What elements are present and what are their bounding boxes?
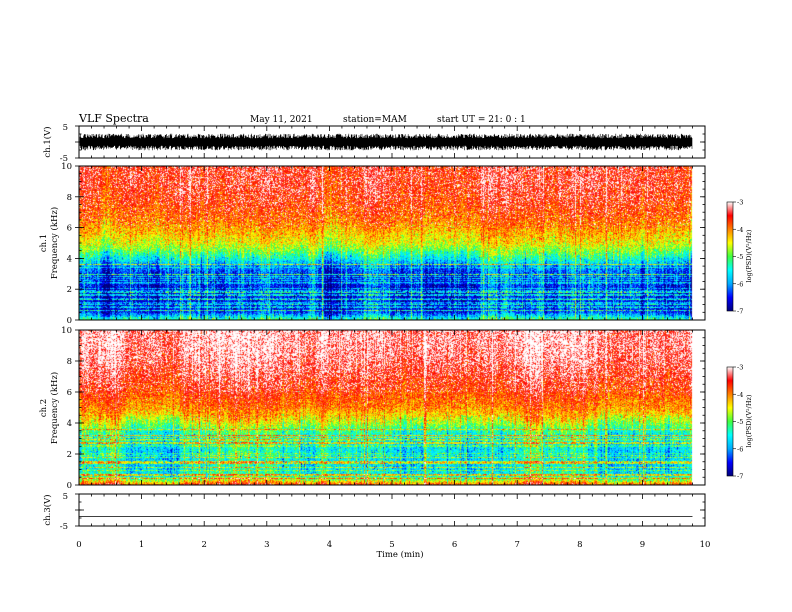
ch2-spectrogram-ytick-labels: 0 2 4 6 8 10 [61, 326, 72, 491]
ch3-waveform-ylabel: ch.3(V) [42, 494, 53, 525]
x-tick-label: 3 [264, 540, 269, 550]
x-tick-label: 5 [389, 540, 394, 550]
colorbar-tick-label: -3 [737, 199, 743, 207]
ch2-spectrogram-ylabel: Frequency (kHz) [49, 372, 60, 444]
colorbar-tick-label: -4 [737, 391, 743, 399]
x-tick-label: 4 [327, 540, 332, 550]
x-tick-label: 0 [76, 540, 81, 550]
ch2-colorbar-ticks: -3 -4 -5 -6 -7 [733, 364, 743, 481]
colorbar-tick-label: -5 [737, 253, 743, 261]
ch3-ytick-bottom: -5 [60, 522, 68, 532]
freq-tick-label: 10 [61, 326, 72, 336]
ch1-spectrogram-ylabel: Frequency (kHz) [49, 207, 60, 279]
x-axis-tick-labels: 0 1 2 3 4 5 6 7 8 9 10 [76, 540, 710, 550]
x-tick-label: 10 [700, 540, 711, 550]
freq-tick-label: 8 [67, 193, 72, 203]
freq-tick-label: 6 [67, 224, 72, 234]
header-date: May 11, 2021 [250, 115, 313, 125]
ch3-waveform-ticks [75, 493, 706, 527]
colorbar-tick-label: -7 [737, 473, 743, 481]
x-tick-label: 1 [139, 540, 144, 550]
ch1-waveform-path [79, 133, 693, 151]
ch1-waveform-ylabel: ch.1(V) [42, 126, 53, 157]
ch1-spectrogram-panel: 0 2 4 6 8 10 ch.1 Frequency (kHz) -3 -4 -5 -6 -7 … [39, 162, 753, 326]
figure-title: VLF Spectra [78, 112, 149, 125]
ch1-colorbar-gradient [726, 201, 734, 312]
freq-tick-label: 0 [67, 316, 72, 326]
freq-tick-label: 6 [67, 388, 72, 398]
ch2-spectrogram-image [79, 330, 693, 485]
colorbar-tick-label: -7 [737, 308, 743, 316]
ch2-colorbar: -3 -4 -5 -6 -7 log(PSD)(V²/Hz) [726, 364, 753, 481]
ch2-colorbar-gradient [726, 366, 734, 477]
colorbar-tick-label: -4 [737, 226, 743, 234]
ch1-ytick-top: 5 [63, 123, 68, 133]
ch1-waveform-panel: 5 -5 ch.1(V) [42, 123, 706, 164]
x-tick-label: 6 [452, 540, 457, 550]
colorbar-tick-label: -3 [737, 364, 743, 372]
ch2-spectrogram-channel-label: ch.2 [39, 399, 49, 417]
ch3-ytick-top: 5 [63, 492, 68, 502]
x-axis-label: Time (min) [376, 549, 423, 560]
ch1-colorbar-ticks: -3 -4 -5 -6 -7 [733, 199, 743, 316]
ch2-spectrogram-panel: 0 2 4 6 8 10 ch.2 Frequency (kHz) -3 -4 -5 -6 -7 … [39, 326, 753, 491]
ch1-spectrogram-ytick-labels: 0 2 4 6 8 10 [61, 162, 72, 326]
ch1-ytick-bottom: -5 [60, 154, 68, 164]
header-start-time: start UT = 21: 0 : 1 [437, 115, 526, 125]
ch1-spectrogram-ticks [75, 165, 706, 321]
ch3-waveform-panel: 5 -5 ch.3(V) [42, 492, 706, 532]
x-tick-label: 2 [201, 540, 206, 550]
colorbar-tick-label: -6 [737, 280, 743, 288]
colorbar-tick-label: -5 [737, 418, 743, 426]
colorbar-tick-label: -6 [737, 445, 743, 453]
ch1-waveform-ticks [75, 125, 706, 159]
freq-tick-label: 10 [61, 162, 72, 172]
freq-tick-label: 2 [67, 285, 72, 295]
freq-tick-label: 4 [67, 254, 72, 264]
ch2-colorbar-label: log(PSD)(V²/Hz) [745, 394, 753, 447]
ch1-colorbar-label: log(PSD)(V²/Hz) [745, 229, 753, 282]
x-tick-label: 8 [577, 540, 582, 550]
freq-tick-label: 2 [67, 450, 72, 460]
ch1-colorbar: -3 -4 -5 -6 -7 log(PSD)(V²/Hz) [726, 199, 753, 316]
freq-tick-label: 0 [67, 481, 72, 491]
ch2-spectrogram-ticks [75, 329, 706, 486]
ch1-spectrogram-image [79, 166, 693, 320]
freq-tick-label: 4 [67, 419, 72, 429]
x-tick-label: 7 [514, 540, 519, 550]
x-tick-label: 9 [640, 540, 645, 550]
ch1-spectrogram-channel-label: ch.1 [39, 234, 49, 252]
header-station: station=MAM [343, 115, 407, 125]
ch1-waveform-trace [79, 133, 693, 151]
freq-tick-label: 8 [67, 357, 72, 367]
